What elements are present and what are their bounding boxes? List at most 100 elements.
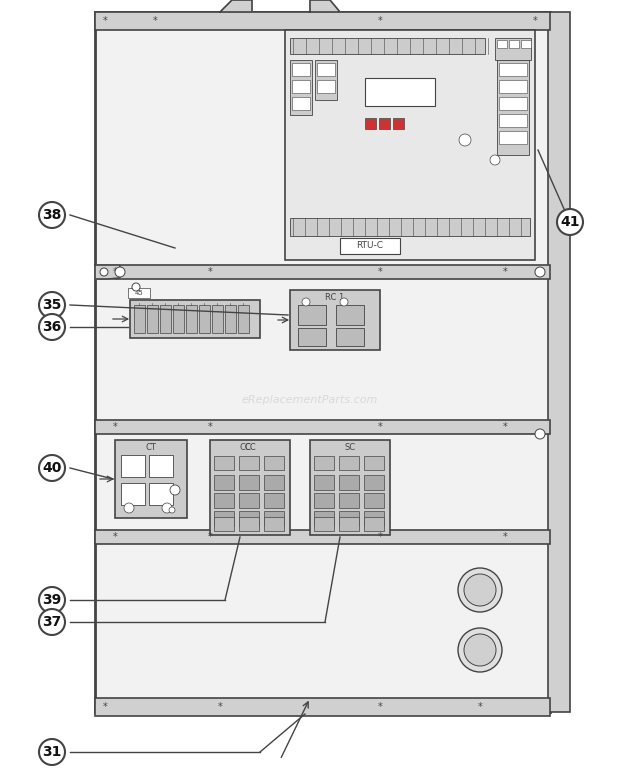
Text: *: * bbox=[113, 422, 117, 432]
Bar bbox=[95, 530, 550, 544]
Bar bbox=[225, 305, 236, 333]
Text: *: * bbox=[378, 532, 383, 542]
Circle shape bbox=[340, 298, 348, 306]
Text: 39: 39 bbox=[42, 593, 61, 607]
Bar bbox=[214, 517, 234, 531]
Circle shape bbox=[459, 134, 471, 146]
Text: *: * bbox=[503, 267, 507, 277]
Bar bbox=[314, 511, 334, 526]
Bar bbox=[147, 305, 158, 333]
Bar bbox=[499, 131, 527, 144]
Text: 31: 31 bbox=[42, 745, 61, 759]
Text: *: * bbox=[208, 532, 213, 542]
Bar bbox=[339, 475, 359, 490]
Bar bbox=[134, 305, 145, 333]
Text: *: * bbox=[533, 16, 538, 26]
Circle shape bbox=[132, 283, 140, 291]
Bar bbox=[239, 475, 259, 490]
Bar bbox=[264, 475, 284, 490]
Bar bbox=[292, 63, 310, 76]
Text: *: * bbox=[208, 422, 213, 432]
Bar bbox=[314, 493, 334, 508]
Bar bbox=[292, 80, 310, 93]
Text: *: * bbox=[378, 16, 383, 26]
Text: SC: SC bbox=[345, 443, 355, 453]
Bar bbox=[339, 456, 359, 470]
Bar bbox=[339, 493, 359, 508]
Bar bbox=[364, 456, 384, 470]
Bar bbox=[314, 475, 334, 490]
Bar bbox=[186, 305, 197, 333]
Bar bbox=[314, 517, 334, 531]
Text: 35: 35 bbox=[42, 298, 61, 312]
Bar bbox=[365, 118, 376, 129]
Bar bbox=[214, 493, 234, 508]
Text: 41: 41 bbox=[560, 215, 580, 229]
Bar bbox=[298, 328, 326, 346]
Bar bbox=[548, 12, 570, 712]
Circle shape bbox=[458, 568, 502, 612]
Bar bbox=[238, 305, 249, 333]
Bar bbox=[314, 456, 334, 470]
Bar bbox=[499, 80, 527, 93]
Text: 40: 40 bbox=[42, 461, 61, 475]
Circle shape bbox=[464, 634, 496, 666]
Circle shape bbox=[557, 209, 583, 235]
Text: 45: 45 bbox=[135, 290, 143, 296]
Bar bbox=[499, 114, 527, 127]
Text: 38: 38 bbox=[42, 208, 61, 222]
Bar bbox=[239, 517, 259, 531]
Bar bbox=[310, 440, 390, 535]
Bar bbox=[210, 440, 290, 535]
Bar bbox=[336, 328, 364, 346]
Bar bbox=[339, 511, 359, 526]
Bar bbox=[290, 38, 485, 54]
Bar bbox=[214, 456, 234, 470]
Bar bbox=[95, 12, 550, 30]
Text: CT: CT bbox=[146, 443, 156, 453]
Bar bbox=[214, 511, 234, 526]
Circle shape bbox=[302, 298, 310, 306]
Bar bbox=[365, 78, 435, 106]
Circle shape bbox=[39, 202, 65, 228]
Bar bbox=[499, 97, 527, 110]
Circle shape bbox=[39, 455, 65, 481]
Circle shape bbox=[39, 314, 65, 340]
Circle shape bbox=[39, 609, 65, 635]
Text: CC: CC bbox=[239, 443, 251, 453]
Bar bbox=[95, 420, 550, 434]
Bar bbox=[290, 60, 312, 115]
Bar bbox=[95, 265, 550, 279]
Text: *: * bbox=[477, 702, 482, 712]
Bar bbox=[264, 456, 284, 470]
Bar bbox=[497, 40, 507, 48]
Circle shape bbox=[458, 628, 502, 672]
Bar bbox=[290, 218, 530, 236]
Bar bbox=[173, 305, 184, 333]
Bar bbox=[149, 483, 173, 505]
Bar bbox=[290, 290, 380, 350]
Bar bbox=[115, 440, 187, 518]
Bar bbox=[364, 511, 384, 526]
Bar bbox=[149, 455, 173, 477]
Bar bbox=[495, 38, 531, 60]
Bar bbox=[239, 493, 259, 508]
Circle shape bbox=[535, 429, 545, 439]
Circle shape bbox=[100, 268, 108, 276]
Bar bbox=[130, 300, 260, 338]
Circle shape bbox=[170, 485, 180, 495]
Circle shape bbox=[162, 503, 172, 513]
Circle shape bbox=[464, 574, 496, 606]
Circle shape bbox=[39, 739, 65, 765]
Text: *: * bbox=[503, 422, 507, 432]
Bar bbox=[239, 456, 259, 470]
Bar bbox=[292, 97, 310, 110]
Text: *: * bbox=[378, 702, 383, 712]
Bar bbox=[199, 305, 210, 333]
Bar bbox=[364, 475, 384, 490]
Bar bbox=[121, 455, 145, 477]
Polygon shape bbox=[95, 265, 120, 279]
Bar bbox=[95, 698, 550, 716]
Text: RTU-C: RTU-C bbox=[356, 242, 384, 250]
Bar bbox=[379, 118, 390, 129]
